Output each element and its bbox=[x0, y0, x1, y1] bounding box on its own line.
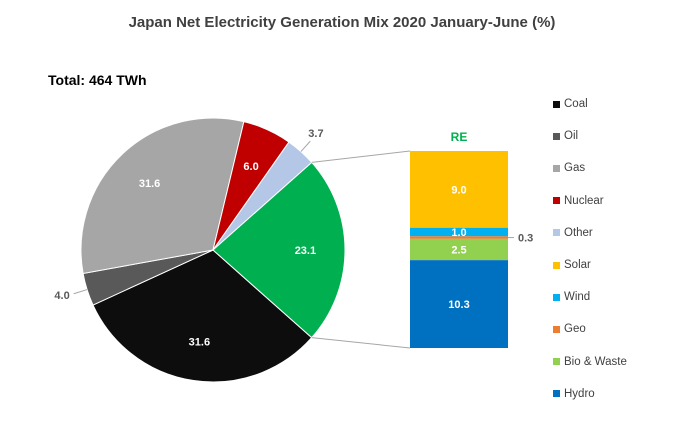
legend-item: Wind bbox=[553, 281, 627, 313]
legend-label: Hydro bbox=[564, 387, 595, 400]
legend-label: Geo bbox=[564, 323, 586, 336]
legend-swatch bbox=[553, 164, 560, 172]
pie-data-label: 31.6 bbox=[139, 178, 160, 190]
legend-label: Wind bbox=[564, 291, 591, 304]
legend-swatch bbox=[553, 100, 560, 108]
pie-data-label: 6.0 bbox=[243, 161, 258, 173]
legend-item: Hydro bbox=[553, 378, 627, 410]
pie-data-label: 31.6 bbox=[189, 336, 210, 348]
legend-swatch bbox=[553, 390, 560, 398]
re-bar-data-label: 0.3 bbox=[518, 233, 533, 245]
re-bar-segment-wind bbox=[410, 227, 508, 237]
re-bar-data-label: 2.5 bbox=[451, 245, 466, 257]
re-bar-segment-solar bbox=[410, 151, 508, 228]
legend-label: Coal bbox=[564, 98, 588, 111]
legend-swatch bbox=[553, 229, 560, 237]
legend-item: Nuclear bbox=[553, 185, 627, 217]
pie-slice-coal bbox=[92, 249, 313, 383]
legend-item: Other bbox=[553, 217, 627, 249]
pie-leader-line bbox=[300, 140, 311, 152]
connector-line-top bbox=[311, 150, 411, 163]
re-bar-data-label: 9.0 bbox=[451, 184, 466, 196]
legend-swatch bbox=[553, 261, 560, 269]
pie-slice-gas bbox=[80, 117, 245, 275]
legend-label: Oil bbox=[564, 130, 579, 143]
legend-item: Oil bbox=[553, 120, 627, 152]
legend-label: Bio & Waste bbox=[564, 355, 627, 368]
legend: Coal Oil Gas Nuclear Other Solar Wind Geo Bio & … bbox=[553, 88, 627, 410]
re-bar-segment-hydro bbox=[410, 260, 508, 348]
connector-line-bottom bbox=[311, 337, 411, 349]
re-bar-data-label: 1.0 bbox=[451, 227, 466, 239]
re-bar-data-label: 10.3 bbox=[448, 299, 469, 311]
legend-item: Solar bbox=[553, 249, 627, 281]
re-bar-segment-geo bbox=[410, 236, 508, 239]
legend-label: Solar bbox=[564, 259, 591, 272]
legend-item: Coal bbox=[553, 88, 627, 120]
legend-label: Gas bbox=[564, 162, 586, 175]
legend-item: Geo bbox=[553, 313, 627, 345]
chart-subtitle-total: Total: 464 TWh bbox=[48, 72, 147, 88]
legend-item: Gas bbox=[553, 152, 627, 184]
pie-data-label: 4.0 bbox=[54, 290, 69, 302]
pie-data-label: 3.7 bbox=[308, 128, 323, 140]
pie-data-label: 23.1 bbox=[295, 245, 316, 257]
legend-swatch bbox=[553, 293, 560, 301]
pie-leader-line bbox=[73, 289, 88, 295]
legend-swatch bbox=[553, 358, 560, 366]
pie-slice-re bbox=[212, 161, 346, 339]
legend-item: Bio & Waste bbox=[553, 346, 627, 378]
legend-swatch bbox=[553, 325, 560, 333]
chart-title: Japan Net Electricity Generation Mix 202… bbox=[128, 14, 556, 31]
re-bar-segment-bio-waste bbox=[410, 238, 508, 261]
re-bar-title: RE bbox=[451, 130, 468, 144]
legend-swatch bbox=[553, 132, 560, 140]
legend-swatch bbox=[553, 197, 560, 205]
legend-label: Other bbox=[564, 226, 593, 239]
legend-label: Nuclear bbox=[564, 194, 604, 207]
